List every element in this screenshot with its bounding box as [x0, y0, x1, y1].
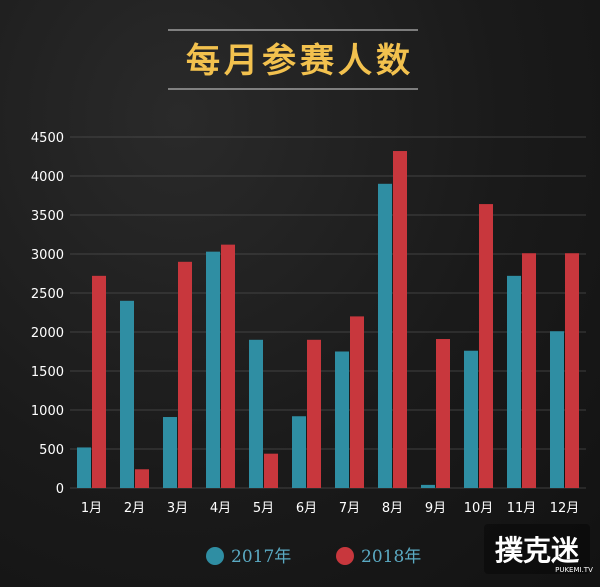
bar-2017-12	[550, 331, 564, 488]
bar-2018-7	[350, 316, 364, 488]
bar-2018-5	[264, 453, 278, 488]
bar-2017-2	[120, 300, 134, 488]
watermark-text: 撲克迷	[495, 534, 580, 567]
x-tick-label: 4月	[210, 501, 231, 516]
bars	[77, 151, 579, 489]
y-tick-label: 0	[56, 482, 64, 497]
y-tick-label: 500	[39, 443, 64, 458]
x-tick-label: 5月	[253, 501, 274, 516]
x-tick-label: 9月	[425, 501, 446, 516]
y-axis-ticks: 0 500 1000 1500 2000 2500 3000 3500 4000 4500	[31, 131, 64, 497]
bar-2018-1	[92, 275, 106, 488]
bar-2017-10	[464, 350, 478, 488]
y-tick-label: 3000	[31, 248, 64, 263]
watermark-logo: 撲克迷 PUKEMI.TV	[484, 524, 593, 574]
bar-2017-3	[163, 417, 177, 488]
watermark-backdrop	[484, 524, 590, 574]
x-axis-ticks: 1月 2月 3月 4月 5月 6月 7月 8月 9月 10月 11月 12月	[81, 501, 579, 516]
y-tick-label: 3500	[31, 209, 64, 224]
y-tick-label: 2000	[31, 326, 64, 341]
x-tick-label: 11月	[507, 501, 537, 516]
bar-2018-3	[178, 261, 192, 488]
legend: 2017年 2018年	[206, 547, 421, 567]
y-tick-label: 4000	[31, 170, 64, 185]
chart-title: 每月参赛人数	[186, 41, 414, 81]
bar-2017-1	[77, 447, 91, 488]
bar-2018-6	[307, 339, 321, 488]
x-tick-label: 10月	[464, 501, 494, 516]
x-tick-label: 3月	[167, 501, 188, 516]
bar-2017-6	[292, 416, 306, 488]
bar-2017-7	[335, 351, 349, 488]
x-tick-label: 2月	[124, 501, 145, 516]
legend-swatch-2018	[336, 547, 354, 565]
bar-2017-11	[507, 275, 521, 488]
bar-2017-8	[378, 183, 392, 489]
legend-swatch-2017	[206, 547, 224, 565]
y-tick-label: 1000	[31, 404, 64, 419]
bar-2018-11	[522, 253, 536, 488]
bar-2018-8	[393, 151, 407, 489]
bar-2018-2	[135, 469, 149, 488]
x-tick-label: 7月	[339, 501, 360, 516]
y-tick-label: 4500	[31, 131, 64, 146]
legend-label-2017: 2017年	[231, 547, 291, 567]
x-tick-label: 6月	[296, 501, 317, 516]
legend-label-2018: 2018年	[361, 547, 421, 567]
y-tick-label: 2500	[31, 287, 64, 302]
y-tick-label: 1500	[31, 365, 64, 380]
bar-2017-9	[421, 484, 435, 488]
bar-2018-4	[221, 244, 235, 488]
bar-2017-4	[206, 251, 220, 488]
x-tick-label: 1月	[81, 501, 102, 516]
bar-2018-12	[565, 253, 579, 488]
watermark-subtext: PUKEMI.TV	[555, 566, 593, 574]
bar-2018-10	[479, 204, 493, 488]
grid-lines	[70, 136, 586, 489]
x-tick-label: 8月	[382, 501, 403, 516]
x-tick-label: 12月	[550, 501, 580, 516]
bar-2017-5	[249, 339, 263, 488]
bar-2018-9	[436, 339, 450, 488]
